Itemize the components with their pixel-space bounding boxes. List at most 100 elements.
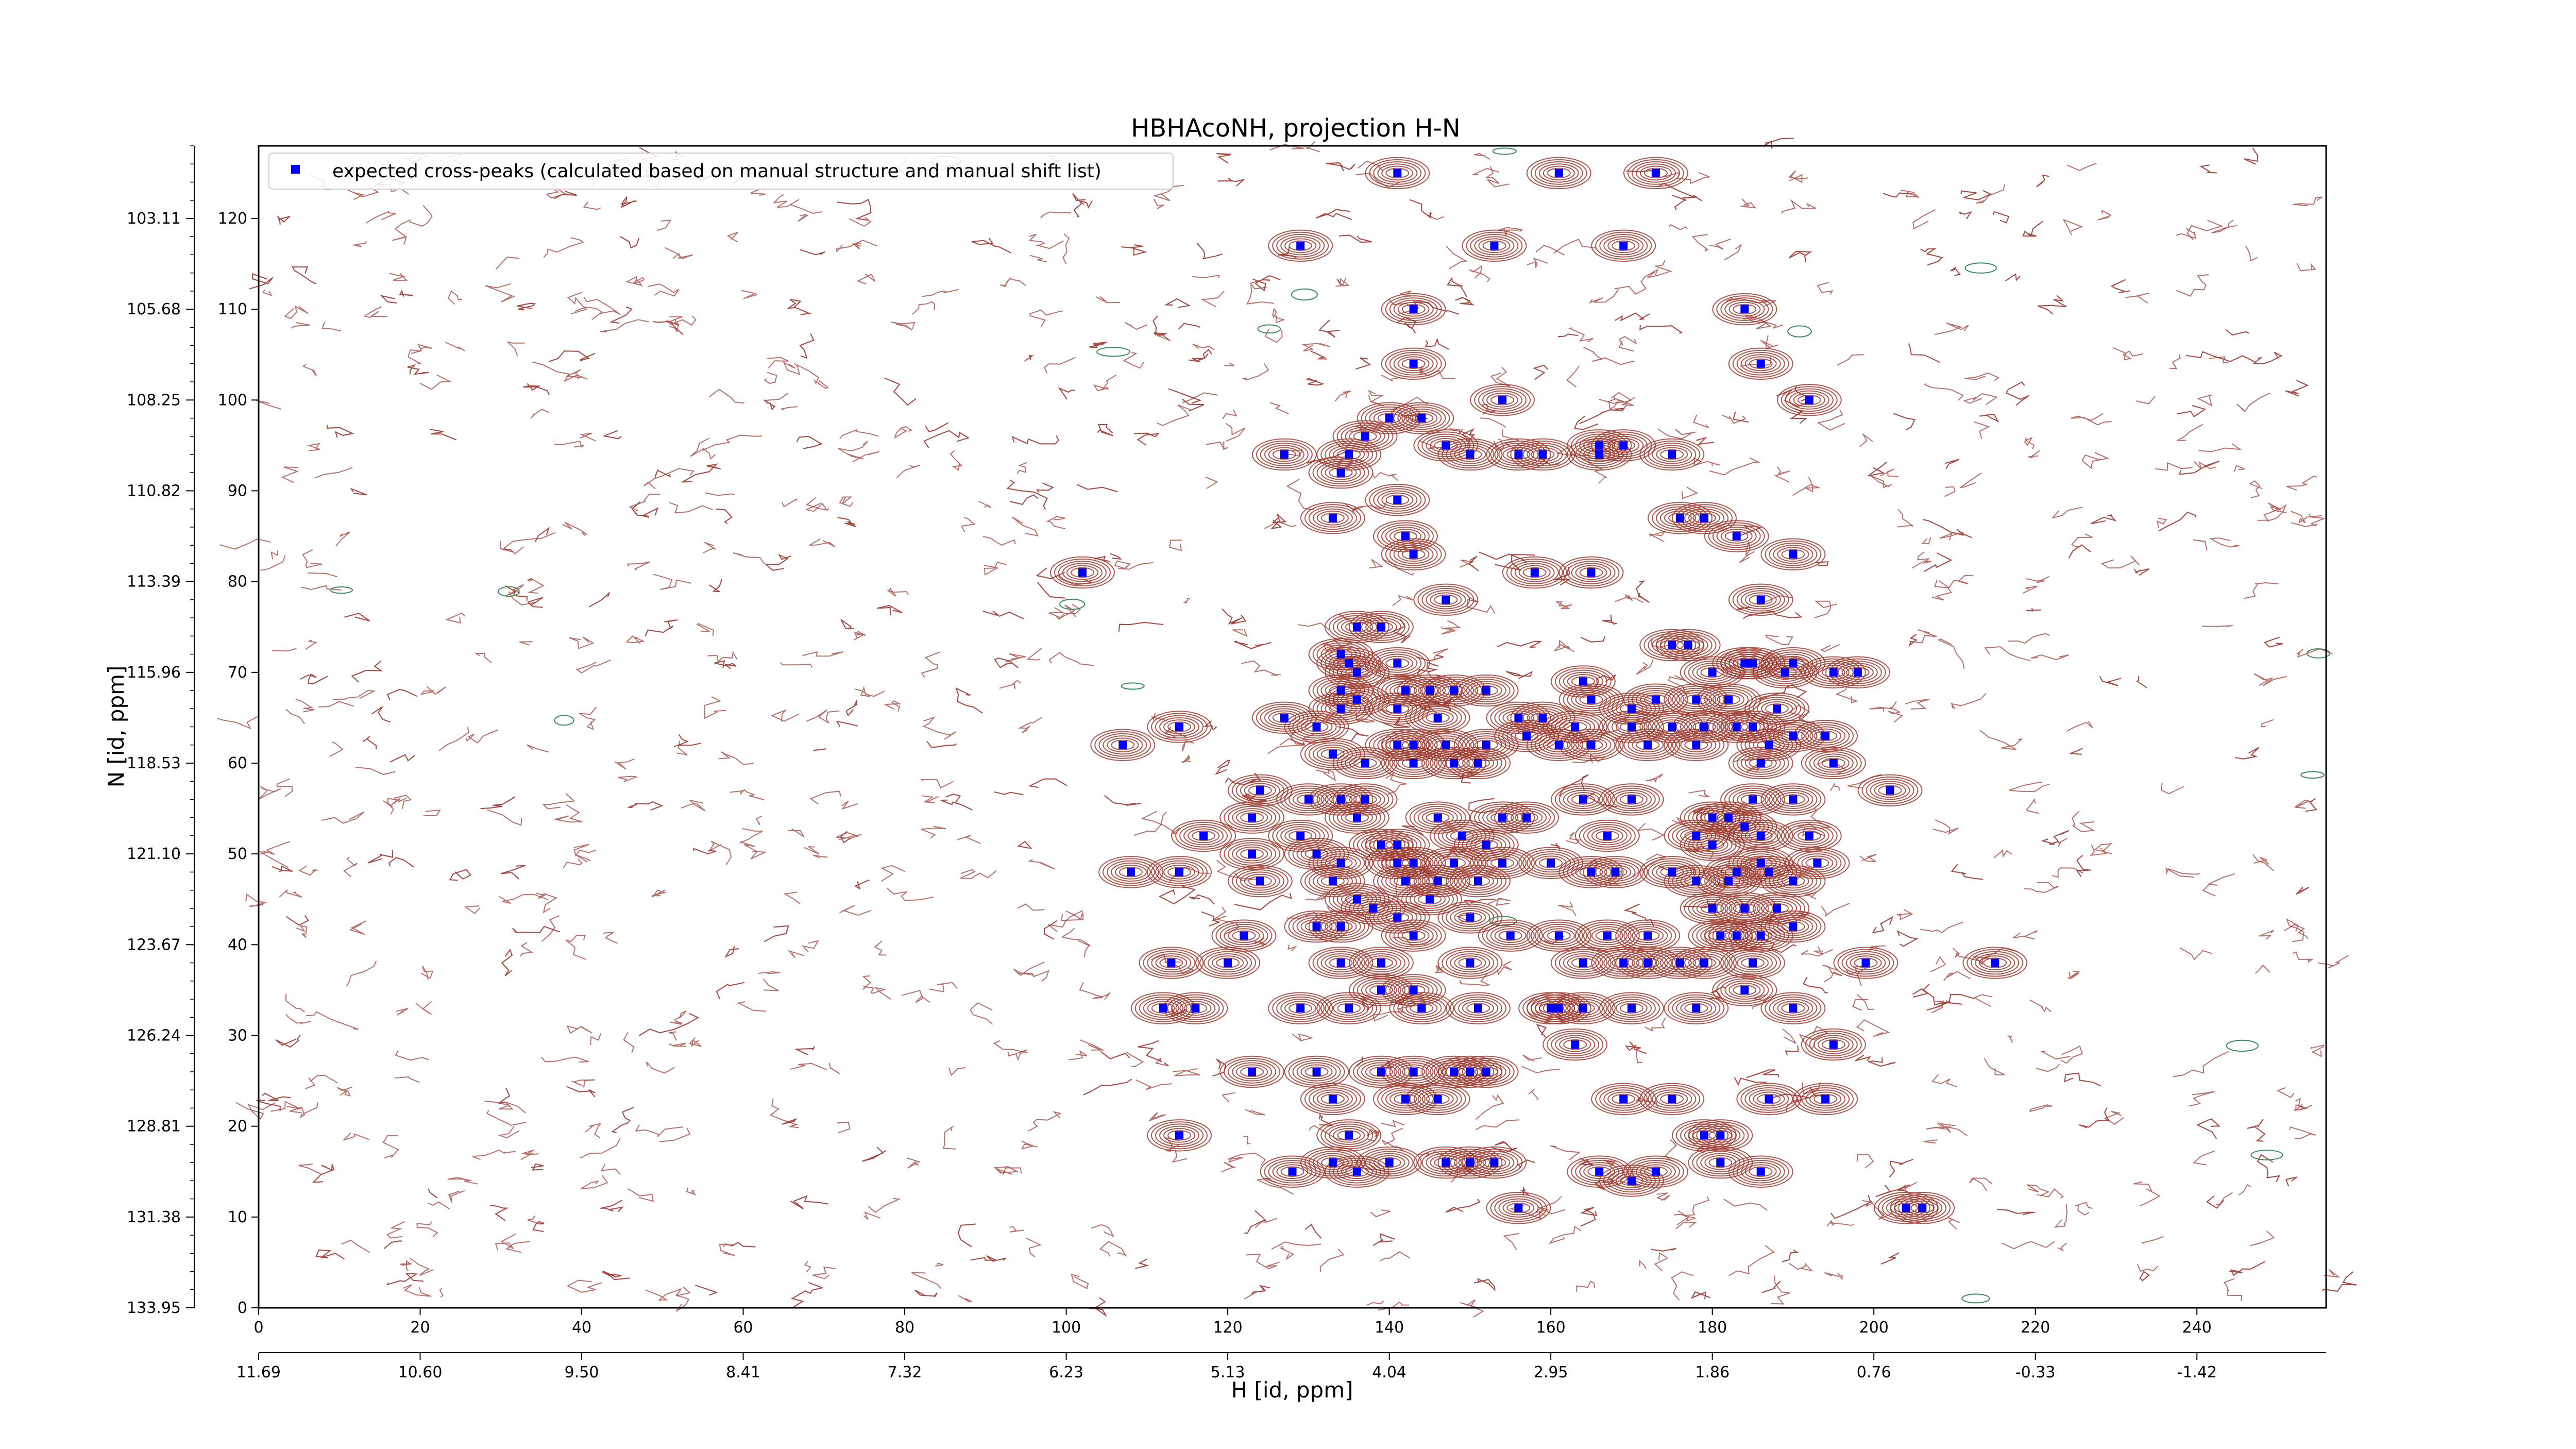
noise-contour <box>1691 234 1708 252</box>
peak-contour <box>1684 1003 1708 1014</box>
noise-contour <box>447 1177 478 1185</box>
noise-contour <box>783 361 801 375</box>
noise-contour <box>2133 568 2150 576</box>
peak-contour <box>1611 717 1652 737</box>
peak-contour <box>1272 994 1329 1022</box>
x-index-tick-label: 140 <box>1375 1319 1404 1337</box>
cross-peak-marker <box>1829 1040 1838 1049</box>
peak-contour <box>1289 240 1313 251</box>
cross-peak-marker <box>1829 759 1838 767</box>
noise-contour <box>1201 911 1221 927</box>
peak-contour <box>1728 651 1777 675</box>
peak-contour <box>1574 819 1640 852</box>
peak-contour <box>1607 715 1656 739</box>
peak-contour <box>1470 801 1535 834</box>
peak-contour <box>1757 739 1781 750</box>
noise-contour <box>1005 653 1026 663</box>
noise-contour <box>315 1249 345 1260</box>
noise-contour <box>1124 322 1148 330</box>
cross-peak-marker <box>1159 1004 1167 1013</box>
peak-contour <box>1474 386 1531 414</box>
peak-contour <box>1809 1091 1842 1107</box>
noise-contour <box>543 237 584 258</box>
noise-contour <box>1826 1220 1854 1227</box>
noise-contour <box>886 887 934 901</box>
peak-contour <box>1749 1166 1773 1177</box>
peak-contour <box>1821 757 1845 769</box>
noise-contour <box>741 290 757 299</box>
peak-contour <box>1502 1200 1535 1216</box>
y-index-tick-label: 80 <box>228 573 247 591</box>
peak-contour <box>1328 1157 1385 1186</box>
peak-contour <box>1389 297 1438 321</box>
peak-contour <box>1664 992 1729 1024</box>
noise-contour <box>312 1164 335 1183</box>
x-ppm-tick-label: -0.33 <box>2015 1363 2056 1381</box>
peak-contour <box>1688 510 1720 526</box>
peak-contour <box>1567 438 1632 471</box>
noise-contour <box>1614 268 1659 295</box>
peak-contour <box>1462 733 1511 757</box>
noise-contour <box>1028 233 1064 249</box>
negative-contour <box>1492 147 1517 155</box>
noise-contour <box>355 766 396 775</box>
noise-contour <box>733 552 766 565</box>
y-ppm-tick-label: 123.67 <box>127 936 181 954</box>
peak-contour <box>1312 871 1353 891</box>
peak-contour <box>1320 953 1361 973</box>
noise-contour <box>2263 502 2287 523</box>
noise-contour <box>1576 1280 1595 1292</box>
cross-peak-marker <box>1409 858 1418 867</box>
peak-contour <box>1260 1155 1325 1188</box>
peak-contour <box>1240 812 1264 823</box>
peak-contour <box>1547 739 1571 750</box>
peak-contour <box>1421 810 1454 825</box>
cross-peak-marker <box>1821 732 1830 740</box>
noise-contour <box>1447 276 1467 297</box>
noise-contour <box>758 971 781 974</box>
peak-contour <box>1574 919 1640 952</box>
noise-contour <box>2169 354 2181 369</box>
cross-peak-marker <box>1498 396 1507 405</box>
noise-contour <box>1292 1033 1314 1041</box>
noise-contour <box>1920 921 1963 933</box>
peak-contour <box>1437 947 1503 979</box>
peak-contour <box>1789 390 1829 410</box>
peak-contour <box>1409 867 1466 895</box>
peak-contour <box>1696 801 1761 834</box>
noise-contour <box>1372 1233 1395 1246</box>
noise-contour <box>1782 1249 1800 1262</box>
noise-contour <box>318 701 354 707</box>
peak-contour <box>1365 619 1397 635</box>
peak-contour <box>1389 1060 1438 1084</box>
noise-contour <box>680 799 706 812</box>
cross-peak-marker <box>1789 1004 1798 1013</box>
cross-peak-marker <box>1700 514 1708 523</box>
peak-contour <box>1619 1003 1643 1014</box>
noise-contour <box>1960 472 1982 488</box>
peak-contour <box>1219 801 1285 834</box>
noise-contour <box>982 610 1024 619</box>
cross-peak-marker <box>1595 450 1604 459</box>
noise-contour <box>407 364 429 375</box>
noise-contour <box>1963 393 1998 406</box>
noise-contour <box>1306 377 1325 386</box>
cross-peak-marker <box>1240 931 1248 940</box>
peak-contour <box>1385 681 1426 700</box>
peak-contour <box>1737 955 1769 970</box>
noise-contour <box>1153 184 1184 201</box>
noise-contour <box>262 1092 291 1101</box>
noise-contour <box>350 487 367 496</box>
peak-contour <box>1312 1089 1353 1109</box>
peak-contour <box>1777 547 1809 562</box>
peak-contour <box>1139 947 1204 979</box>
peak-contour <box>1090 729 1156 761</box>
peak-contour <box>1672 687 1721 712</box>
cross-peak-marker <box>1312 850 1321 858</box>
peak-contour <box>1289 1003 1313 1014</box>
peak-contour <box>1712 293 1777 326</box>
noise-contour <box>1095 296 1121 304</box>
noise-contour <box>1214 760 1231 776</box>
peak-contour <box>1446 992 1511 1024</box>
noise-contour <box>922 716 957 740</box>
